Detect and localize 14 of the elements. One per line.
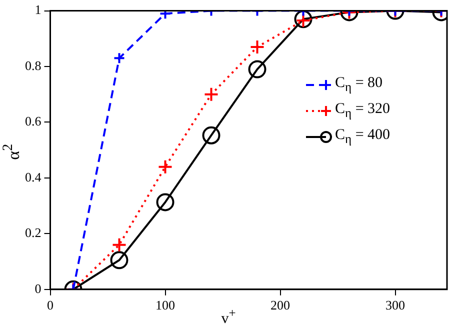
x-tick-label: 0 — [47, 298, 54, 313]
x-tick-label: 100 — [156, 298, 175, 313]
y-tick-label: 0.4 — [25, 169, 42, 184]
x-axis-title: v$^{+}$ — [221, 306, 236, 327]
x-tick-label: 300 — [386, 298, 405, 313]
legend-label: C$_{η}$ = 80 — [335, 74, 383, 96]
y-tick-label: 0.2 — [25, 225, 42, 240]
y-tick-label: 0 — [34, 280, 42, 296]
y-tick-label: 0.6 — [25, 114, 42, 129]
y-tick-label: 0.8 — [25, 58, 42, 73]
legend-label: C$_{η}$ = 400 — [335, 126, 390, 148]
x-tick-label: 200 — [270, 298, 290, 313]
legend-label: C$_{η}$ = 320 — [335, 100, 390, 122]
y-tick-label: 1 — [34, 2, 42, 18]
